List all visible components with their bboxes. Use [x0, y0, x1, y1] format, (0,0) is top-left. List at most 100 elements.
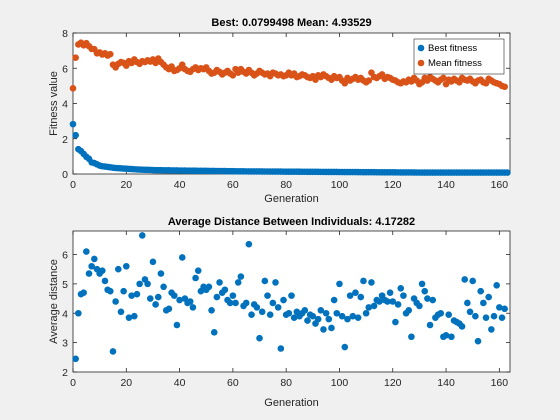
distance-series-0-point: [210, 329, 218, 336]
distance-series-0-point: [128, 292, 135, 299]
distance-series-0-point: [261, 277, 269, 285]
distance-series-0-point: [341, 343, 349, 351]
distance-series-0-point: [75, 309, 82, 317]
distance-series-0-point: [272, 279, 279, 286]
fitness-legend: Best fitness Mean fitness: [413, 38, 505, 75]
distance-series-0-point: [112, 298, 119, 305]
distance-series-0-point: [117, 308, 125, 316]
distance-series-0-point: [178, 254, 186, 261]
fitness-x-tick-label: 100: [331, 179, 349, 191]
fitness-y-tick-label: 8: [62, 28, 68, 40]
distance-series-0-point: [333, 309, 341, 317]
fitness-series-1-point: [72, 54, 79, 61]
distance-series-0-point: [394, 301, 402, 308]
distance-series-0-point: [189, 304, 197, 311]
fitness-axis-ticks: 0 20 40 60 80 100 120 140 160 0 2 4 6 8: [62, 28, 510, 191]
distance-series-0-point: [466, 308, 474, 316]
distance-x-tick-label: 20: [120, 377, 132, 389]
distance-series-0-point: [346, 292, 354, 299]
fitness-x-tick-label: 40: [174, 179, 186, 191]
fitness-y-tick-label: 0: [62, 169, 68, 181]
distance-x-tick-label: 80: [280, 377, 292, 389]
distance-y-tick-label: 4: [62, 308, 68, 320]
distance-plot-area: [72, 230, 511, 373]
distance-series-0-point: [115, 265, 122, 273]
distance-series-0-point: [477, 287, 484, 295]
fitness-x-axis-label: Generation: [264, 193, 318, 205]
distance-series-0-point: [370, 302, 378, 310]
distance-series-0-point: [80, 289, 87, 296]
fitness-y-tick-label: 2: [62, 134, 68, 146]
distance-series-0-point: [389, 298, 397, 305]
fitness-chart-title: Best: 0.0799498 Mean: 4.93529: [211, 17, 371, 29]
distance-y-tick-label: 2: [62, 367, 68, 379]
distance-series-0-point: [322, 309, 330, 317]
distance-series-0-point: [229, 292, 237, 299]
distance-series-0-point: [488, 326, 495, 333]
legend-label-mean-fitness: Mean fitness: [428, 58, 482, 69]
fitness-x-tick-label: 80: [280, 179, 292, 191]
distance-x-tick-label: 0: [70, 377, 76, 389]
distance-series-0-point: [490, 312, 498, 320]
distance-x-tick-label: 140: [437, 377, 455, 389]
distance-series-0-point: [485, 293, 492, 301]
distance-series-0-point: [274, 304, 282, 311]
distance-y-tick-label: 6: [62, 250, 68, 262]
distance-series-0-point: [496, 304, 503, 311]
distance-series-0-point: [101, 277, 109, 285]
distance-series-0-point: [205, 283, 213, 291]
distance-series-0-point: [304, 317, 311, 324]
distance-series-0-point: [288, 292, 295, 299]
distance-series-0-point: [482, 314, 490, 321]
distance-series-0-point: [328, 324, 335, 332]
distance-series-0-point: [325, 315, 333, 323]
distance-series-0-point: [461, 276, 469, 283]
distance-series-0-point: [165, 305, 173, 313]
distance-axis-ticks: 0 20 40 60 80 100 120 140 160 2 3 4 5 6: [62, 231, 510, 389]
distance-series-0-point: [338, 312, 346, 320]
distance-series-0-point: [365, 304, 373, 311]
distance-chart-title: Average Distance Between Individuals: 4.…: [168, 216, 415, 228]
distance-x-axis-label: Generation: [264, 397, 318, 409]
distance-x-tick-label: 120: [384, 377, 402, 389]
distance-series-0-point: [314, 315, 322, 323]
fitness-series-1-point: [229, 72, 237, 79]
distance-series-0-point: [352, 289, 359, 296]
fitness-series-0-point: [504, 169, 511, 176]
distance-y-axis-label: Average distance: [48, 259, 60, 344]
distance-series-0-point: [480, 299, 487, 307]
fitness-x-tick-label: 120: [384, 179, 402, 191]
distance-series-0-point: [72, 355, 79, 363]
distance-series-0-point: [176, 296, 183, 304]
fitness-series-0-point: [69, 120, 77, 128]
distance-x-tick-label: 40: [174, 377, 186, 389]
distance-series-0-point: [397, 284, 405, 292]
distance-series-0-point: [421, 287, 429, 295]
distance-series-0-point: [429, 296, 437, 304]
distance-series-0-point: [442, 331, 450, 339]
distance-series-0-point: [120, 287, 127, 295]
distance-series-0-point: [160, 283, 167, 291]
distance-series-0-point: [344, 315, 351, 323]
distance-series-0-point: [309, 312, 317, 320]
distance-series-0-point: [99, 267, 106, 274]
fitness-series-1-point: [107, 50, 114, 58]
distance-series-0-point: [237, 273, 245, 280]
distance-series-0-point: [301, 307, 309, 314]
distance-series-0-point: [91, 255, 98, 263]
distance-series-0-point: [269, 299, 277, 307]
distance-series-0-point: [280, 296, 287, 304]
distance-series-0-point: [242, 299, 250, 307]
distance-series-0-point: [144, 280, 151, 288]
fitness-series-0-point: [72, 131, 79, 139]
distance-series-0-point: [386, 289, 394, 296]
distance-series-0-point: [256, 334, 263, 342]
distance-series-0-point: [290, 314, 298, 321]
distance-series-0-point: [448, 333, 455, 341]
distance-series-0-point: [248, 311, 255, 319]
distance-series-0-point: [194, 267, 202, 274]
distance-series-0-point: [445, 311, 453, 319]
fitness-chart: Best: 0.0799498 Mean: 4.93529 Generation…: [48, 17, 511, 205]
fitness-y-tick-label: 4: [62, 99, 68, 111]
